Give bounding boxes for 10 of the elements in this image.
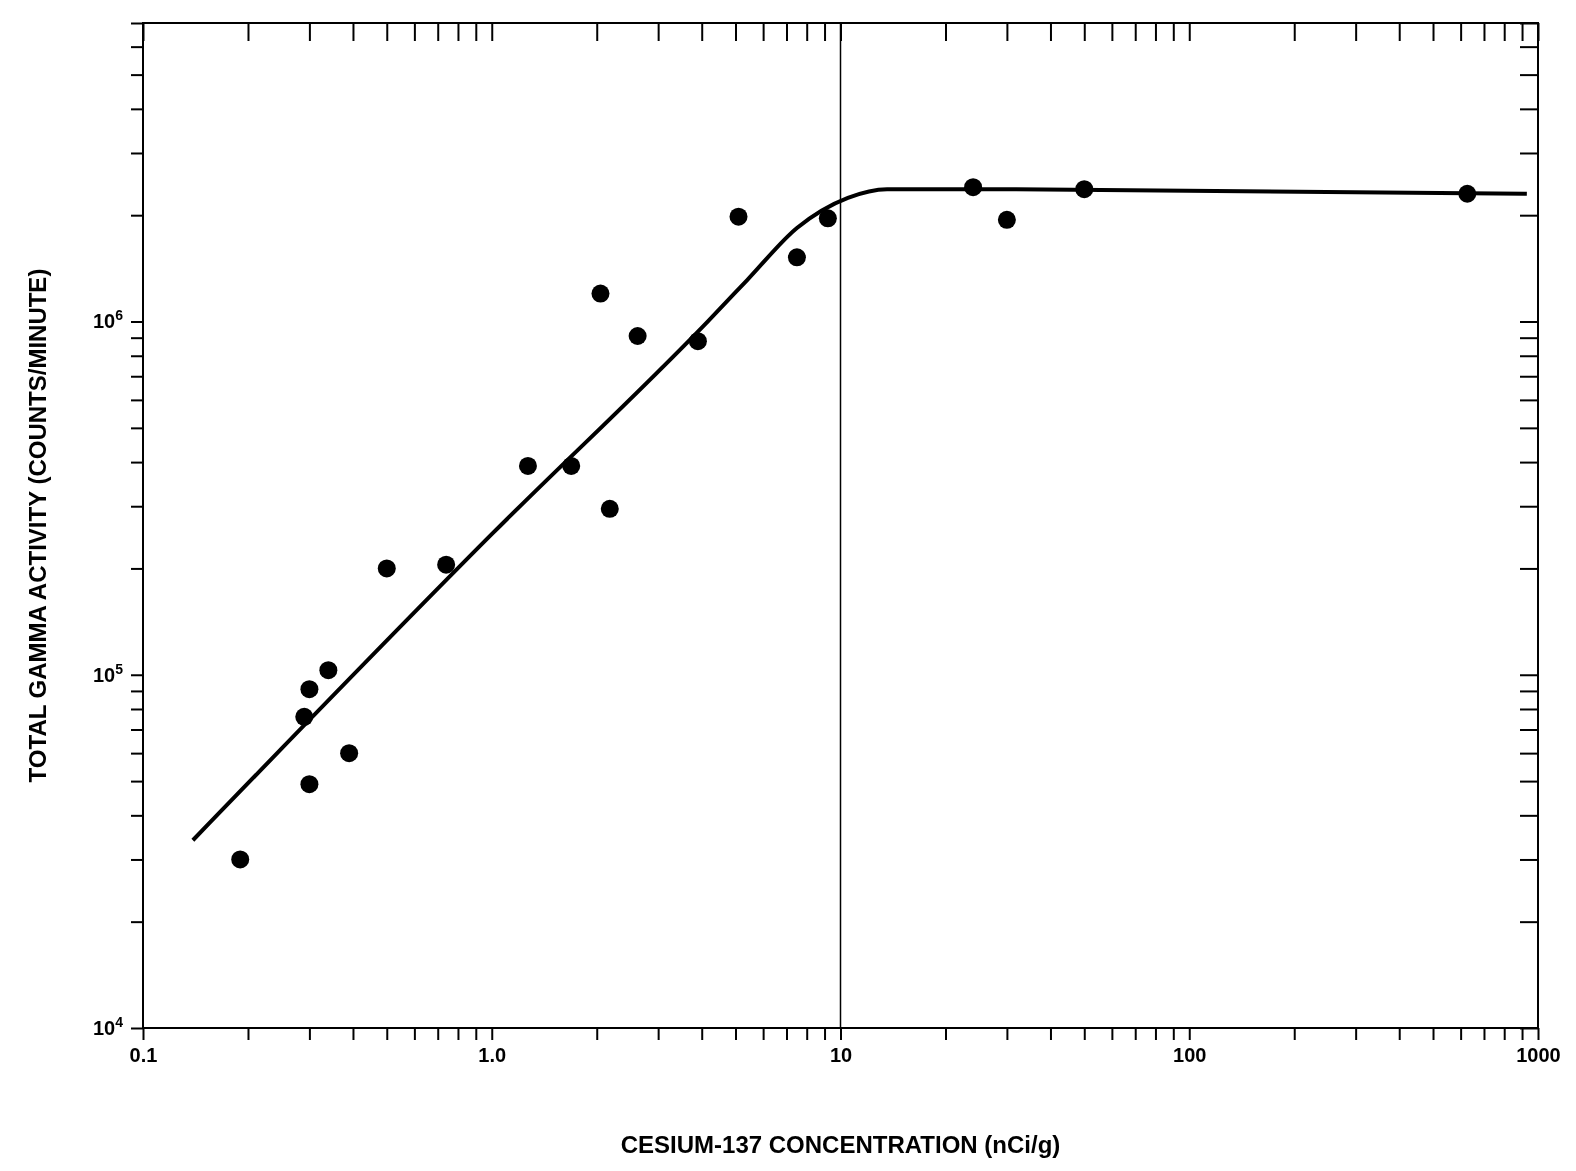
x-tick-label: 1.0 — [478, 1044, 507, 1067]
x-tick-label: 100 — [1173, 1044, 1207, 1067]
y-tick-label: 10$^{4}$ — [92, 1013, 124, 1039]
y-tick-label: 10$^{6}$ — [92, 307, 124, 333]
y-axis-title: TOTAL GAMMA ACTIVITY (COUNTS/MINUTE) — [24, 268, 51, 783]
x-tick-label: 10 — [829, 1044, 853, 1067]
y-tick-label: 10$^{5}$ — [92, 660, 124, 686]
x-tick-label: 1000 — [1516, 1044, 1561, 1067]
x-axis-title: CESIUM-137 CONCENTRATION (nCi/g) — [620, 1131, 1061, 1158]
x-tick-label: 0.1 — [129, 1044, 158, 1067]
